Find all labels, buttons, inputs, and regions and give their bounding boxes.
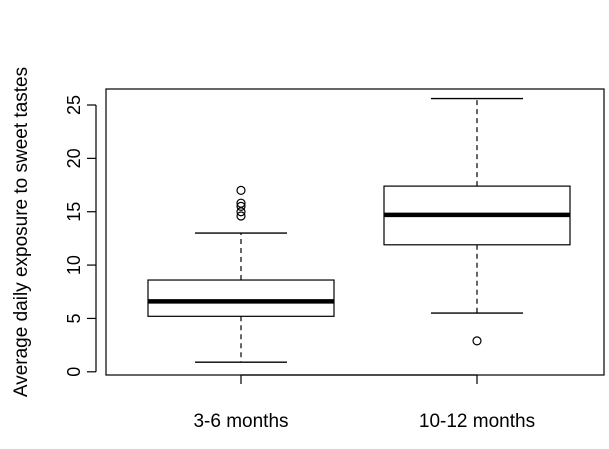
box-series [147, 97, 571, 363]
iqr-box [147, 279, 335, 317]
x-tick-label: 10-12 months [419, 411, 535, 432]
y-axis: 0 5 10 15 20 25 [64, 95, 97, 377]
y-tick-label: 10 [64, 255, 84, 275]
outlier-point [236, 198, 246, 208]
x-tick-label: 3-6 months [193, 411, 288, 432]
y-tick-label: 0 [64, 367, 84, 377]
box-2 [383, 97, 571, 346]
y-tick-label: 25 [64, 95, 84, 115]
outlier-point [472, 336, 482, 346]
outlier-point [236, 211, 246, 221]
box-1 [147, 185, 335, 363]
outlier-point [236, 185, 246, 195]
y-axis-title: Average daily exposure to sweet tastes [11, 67, 32, 397]
y-tick-label: 5 [64, 313, 84, 323]
x-axis: 3-6 months 10-12 months [193, 374, 535, 432]
y-tick-label: 20 [64, 148, 84, 168]
outlier-point [236, 201, 246, 211]
y-tick-label: 15 [64, 202, 84, 222]
